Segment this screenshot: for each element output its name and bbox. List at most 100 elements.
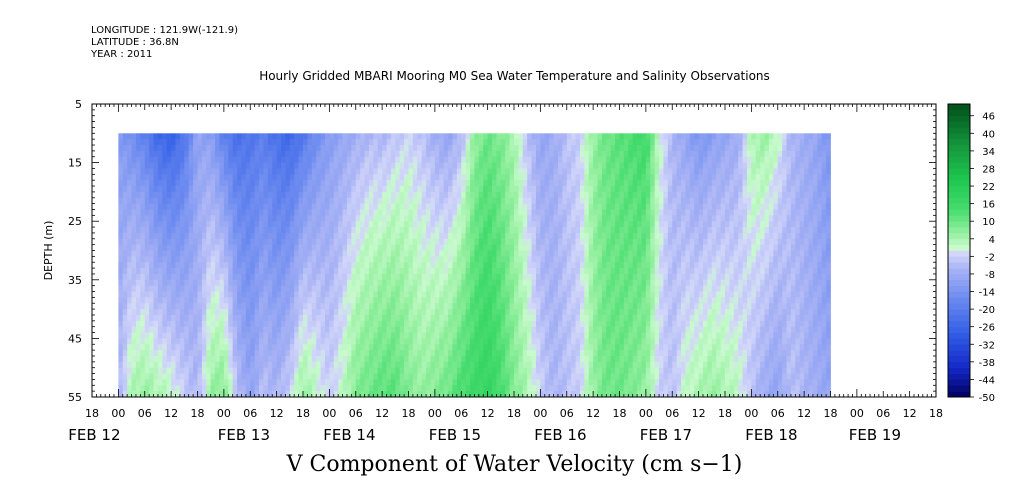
heatmap-cell — [562, 391, 568, 398]
heatmap-cell — [601, 191, 607, 199]
heatmap-cell — [487, 297, 493, 304]
heatmap-cell — [382, 279, 387, 287]
heatmap-cell — [483, 268, 489, 275]
heatmap-cell — [135, 391, 141, 398]
heatmap-cell — [166, 273, 172, 281]
heatmap-cell — [122, 133, 128, 140]
heatmap-cell — [215, 238, 220, 246]
heatmap-cell — [456, 291, 462, 298]
heatmap-cell — [531, 186, 537, 193]
heatmap-cell — [215, 303, 220, 310]
heatmap-cell — [500, 291, 506, 298]
heatmap-cell — [259, 303, 264, 310]
heatmap-cell — [223, 344, 229, 351]
heatmap-cell — [518, 162, 524, 169]
heatmap-cell — [355, 268, 361, 275]
heatmap-cell — [184, 309, 190, 316]
heatmap-cell — [500, 314, 506, 322]
heatmap-cell — [316, 238, 321, 246]
heatmap-cell — [162, 338, 168, 345]
heatmap-cell — [276, 221, 282, 228]
heatmap-cell — [360, 232, 365, 240]
heatmap-cell — [276, 244, 282, 251]
heatmap-cell — [566, 203, 572, 210]
heatmap-cell — [364, 197, 370, 205]
heatmap-cell — [588, 355, 594, 363]
heatmap-cell — [443, 197, 449, 205]
heatmap-cell — [404, 227, 409, 234]
heatmap-cell — [289, 174, 295, 181]
heatmap-cell — [316, 203, 321, 210]
heatmap-cell — [223, 309, 229, 316]
heatmap-cell — [439, 203, 445, 210]
heatmap-cell — [364, 373, 370, 380]
heatmap-cell — [210, 291, 216, 298]
heatmap-cell — [505, 361, 511, 369]
heatmap-cell — [443, 244, 449, 251]
heatmap-cell — [364, 250, 370, 257]
heatmap-cell — [386, 180, 392, 187]
heatmap-cell — [443, 326, 449, 333]
heatmap-cell — [527, 379, 532, 386]
heatmap-cell — [575, 232, 581, 240]
heatmap-cell — [452, 303, 458, 310]
heatmap-cell — [439, 238, 445, 246]
heatmap-cell — [470, 203, 475, 210]
heatmap-cell — [140, 244, 146, 251]
heatmap-cell — [474, 250, 480, 257]
heatmap-cell — [307, 156, 313, 163]
heatmap-cell — [175, 262, 181, 269]
heatmap-cell — [131, 180, 137, 187]
heatmap-cell — [364, 221, 370, 228]
heatmap-cell — [474, 291, 480, 298]
heatmap-cell — [219, 344, 225, 351]
heatmap-cell — [215, 180, 220, 187]
heatmap-cell — [527, 385, 532, 392]
heatmap-cell — [355, 221, 361, 228]
heatmap-cell — [395, 209, 401, 216]
heatmap-cell — [131, 262, 137, 269]
heatmap-cell — [329, 273, 335, 281]
heatmap-cell — [228, 227, 234, 234]
heatmap-cell — [571, 238, 576, 246]
heatmap-cell — [492, 350, 497, 357]
heatmap-cell — [404, 268, 409, 275]
heatmap-cell — [492, 174, 497, 181]
heatmap-cell — [267, 156, 273, 163]
heatmap-cell — [553, 285, 559, 292]
heatmap-cell — [307, 314, 313, 322]
heatmap-cell — [135, 227, 141, 234]
heatmap-cell — [452, 379, 458, 386]
heatmap-cell — [360, 186, 365, 193]
heatmap-cell — [527, 256, 532, 263]
heatmap-cell — [311, 197, 317, 205]
heatmap-cell — [149, 191, 154, 199]
heatmap-cell — [571, 156, 576, 163]
heatmap-cell — [465, 268, 471, 275]
heatmap-cell — [390, 250, 396, 257]
heatmap-cell — [514, 385, 519, 392]
heatmap-cell — [193, 209, 198, 216]
heatmap-cell — [518, 209, 524, 216]
heatmap-cell — [281, 256, 286, 263]
heatmap-cell — [122, 373, 128, 380]
heatmap-cell — [443, 361, 449, 369]
heatmap-cell — [131, 297, 137, 304]
heatmap-cell — [127, 139, 132, 146]
heatmap-cell — [579, 350, 585, 357]
heatmap-cell — [382, 350, 387, 357]
heatmap-cell — [342, 180, 348, 187]
heatmap-cell — [219, 367, 225, 374]
heatmap-cell — [232, 227, 238, 234]
heatmap-cell — [171, 209, 176, 216]
heatmap-cell — [465, 332, 471, 339]
heatmap-cell — [601, 361, 607, 369]
heatmap-cell — [215, 139, 220, 146]
heatmap-cell — [184, 291, 190, 298]
heatmap-cell — [496, 332, 502, 339]
heatmap-cell — [206, 285, 212, 292]
heatmap-cell — [259, 191, 264, 199]
heatmap-cell — [215, 273, 220, 281]
heatmap-cell — [276, 250, 282, 257]
heatmap-cell — [426, 379, 431, 386]
